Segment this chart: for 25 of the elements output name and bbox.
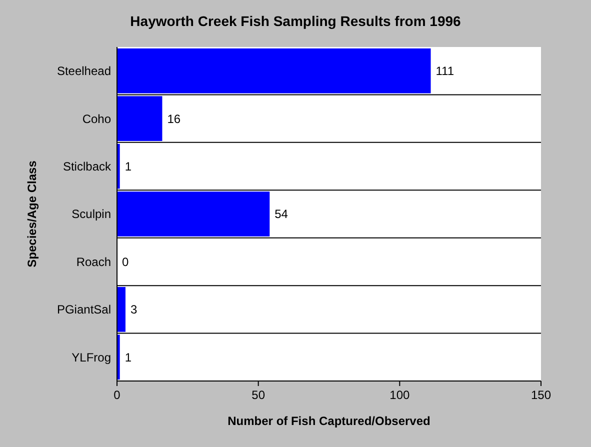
x-axis-title: Number of Fish Captured/Observed <box>228 414 430 428</box>
y-tick-label: Coho <box>82 112 112 126</box>
data-label: 3 <box>130 302 138 317</box>
data-label: 16 <box>167 112 181 126</box>
y-tick-label: Sculpin <box>72 207 111 222</box>
x-tick-label: 50 <box>252 388 266 402</box>
bar <box>117 96 162 141</box>
y-tick-label: PGiantSal <box>56 302 111 317</box>
y-tick-label: Sticlback <box>62 159 112 174</box>
data-label: 0 <box>122 254 129 269</box>
x-tick-label: 0 <box>114 388 121 402</box>
bar <box>117 192 270 236</box>
data-label: 54 <box>274 207 288 222</box>
data-label: 1 <box>124 350 132 364</box>
x-tick-label: 100 <box>390 388 410 402</box>
y-tick-label: Steelhead <box>56 64 111 78</box>
data-label: 1 <box>124 159 132 174</box>
x-tick-label: 150 <box>530 388 552 402</box>
bar <box>117 48 431 94</box>
bar <box>117 287 126 332</box>
chart-title: Hayworth Creek Fish Sampling Results from 1996 <box>130 13 462 29</box>
y-axis-title: Species/Age Class <box>25 160 39 268</box>
data-label: 111 <box>436 64 454 78</box>
y-tick-label: Roach <box>76 254 111 269</box>
y-tick-label: YLFrog <box>72 350 111 364</box>
